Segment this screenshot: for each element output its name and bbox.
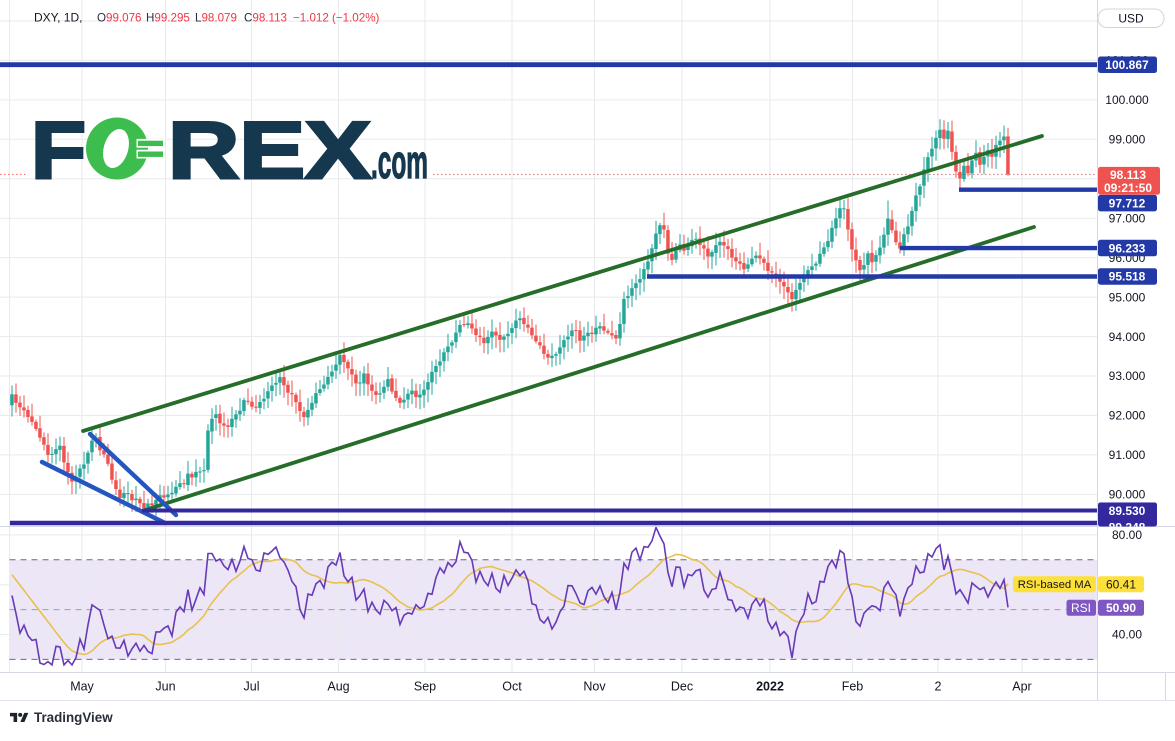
svg-text:89.248: 89.248 [1109,520,1146,534]
svg-text:Aug: Aug [327,680,349,694]
svg-text:L98.079: L98.079 [195,11,237,24]
svg-text:100.867: 100.867 [1105,58,1149,72]
svg-text:O99.076: O99.076 [97,11,142,24]
svg-text:Jun: Jun [155,680,175,694]
svg-text:09:21:50: 09:21:50 [1104,181,1152,195]
svg-text:93.000: 93.000 [1109,369,1146,383]
svg-text:−1.012 (−1.02%): −1.012 (−1.02%) [293,11,380,24]
svg-text:Nov: Nov [583,680,606,694]
svg-text:95.000: 95.000 [1109,290,1146,304]
svg-text:60.41: 60.41 [1106,577,1136,591]
svg-text:96.233: 96.233 [1109,241,1146,255]
svg-text:F: F [31,106,86,196]
svg-text:H99.295: H99.295 [146,11,190,24]
svg-text:REX: REX [168,106,371,196]
svg-text:91.000: 91.000 [1109,448,1146,462]
svg-text:99.000: 99.000 [1109,133,1146,147]
svg-text:97.712: 97.712 [1109,196,1146,210]
svg-text:2022: 2022 [756,680,784,694]
svg-text:USD: USD [1118,12,1144,26]
svg-text:DXY, 1D,: DXY, 1D, [34,10,82,24]
svg-text:50.90: 50.90 [1106,601,1136,615]
svg-text:TradingView: TradingView [34,710,113,725]
svg-text:.com: .com [371,135,428,188]
svg-text:Oct: Oct [502,680,522,694]
svg-text:RSI-based MA: RSI-based MA [1018,579,1092,591]
svg-text:90.000: 90.000 [1109,488,1146,502]
svg-text:RSI: RSI [1071,601,1091,615]
svg-text:98.113: 98.113 [1110,168,1146,182]
svg-text:80.00: 80.00 [1112,528,1142,542]
svg-text:2: 2 [935,680,942,694]
svg-text:40.00: 40.00 [1112,628,1142,642]
svg-text:C98.113: C98.113 [244,11,287,24]
svg-text:Sep: Sep [414,680,436,694]
svg-text:Apr: Apr [1012,680,1031,694]
svg-text:94.000: 94.000 [1109,330,1146,344]
svg-text:Jul: Jul [244,680,260,694]
svg-text:92.000: 92.000 [1109,409,1146,423]
svg-text:Feb: Feb [842,680,864,694]
svg-text:May: May [70,680,94,694]
svg-text:Dec: Dec [671,680,693,694]
svg-text:97.000: 97.000 [1109,211,1146,225]
svg-text:95.518: 95.518 [1109,270,1146,284]
svg-text:89.530: 89.530 [1109,504,1146,518]
svg-text:100.000: 100.000 [1105,93,1149,107]
